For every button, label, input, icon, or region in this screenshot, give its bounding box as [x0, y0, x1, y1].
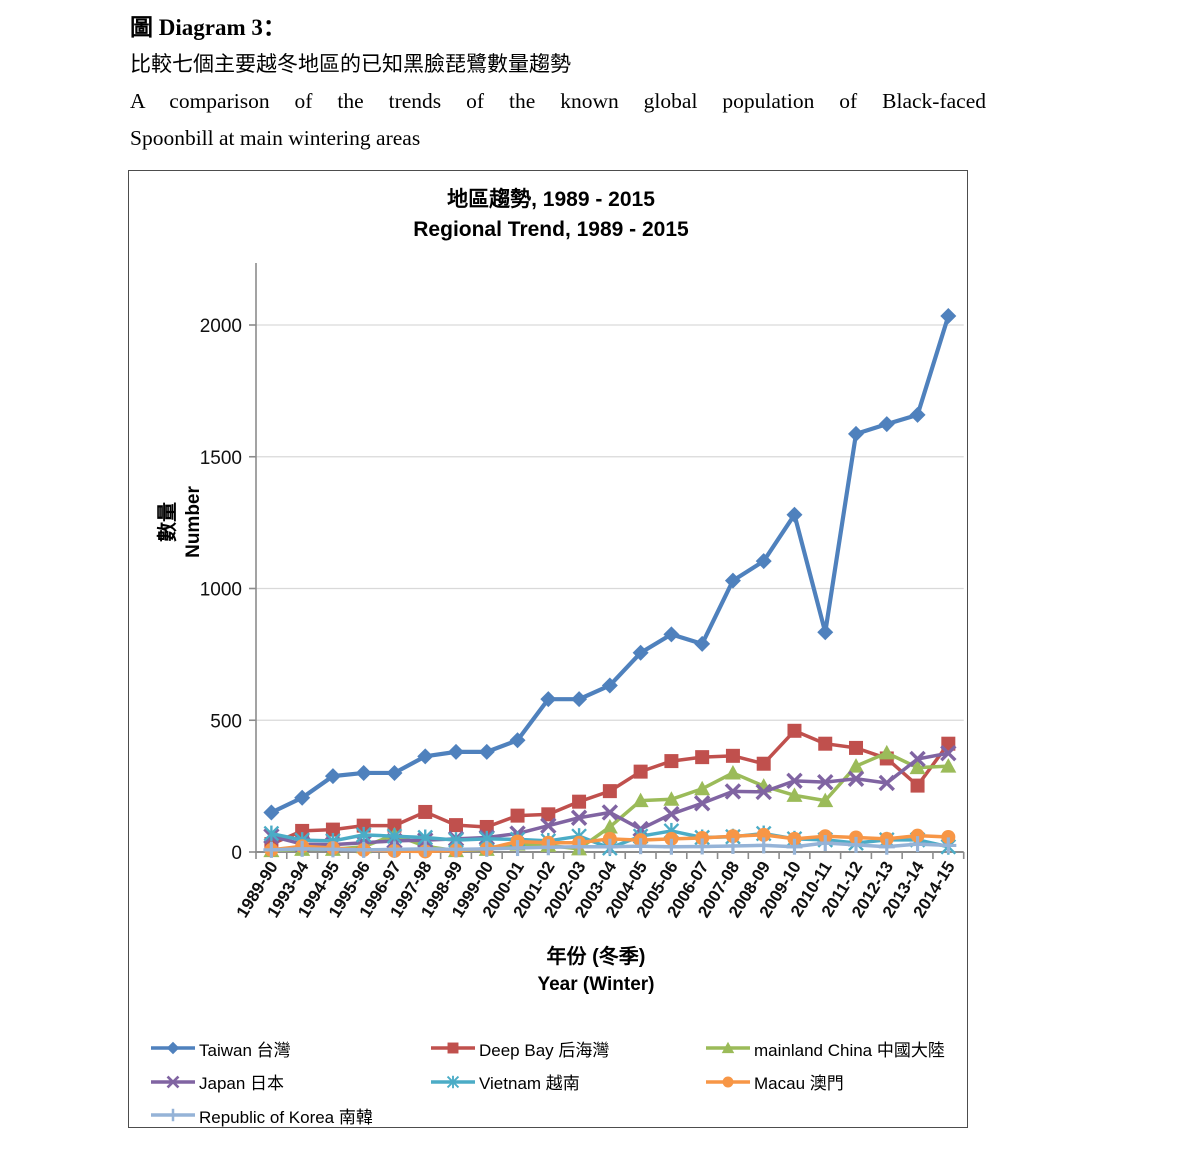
x-axis-tick-labels: 1989-901993-941994-951995-961996-971997-…	[233, 858, 959, 921]
line-chart-plot-area: 0 500 1000 1500 2000 1989-901993-941994-95199…	[200, 263, 965, 921]
y-axis-title-english: Number	[183, 486, 204, 558]
y-axis-tick-labels: 0 500 1000 1500 2000	[200, 316, 242, 864]
svg-text:1000: 1000	[200, 580, 242, 601]
chart-title-english: Regional Trend, 1989 - 2015	[413, 218, 689, 241]
svg-text:500: 500	[210, 711, 242, 732]
y-axis-title-chinese: 數量	[157, 502, 179, 542]
figure-caption-title: 圖 Diagram 3：	[130, 15, 286, 40]
x-axis-title: 年份 (冬季) Year (Winter)	[256, 943, 936, 999]
chart-title: 地區趨勢, 1989 - 2015 Regional Trend, 1989 -…	[129, 185, 973, 245]
figure-caption: 圖 Diagram 3： 比較七個主要越冬地區的已知黑臉琵鷺數量趨勢 A com…	[130, 10, 986, 157]
x-axis-title-english: Year (Winter)	[537, 974, 655, 995]
chart-title-chinese: 地區趨勢, 1989 - 2015	[447, 188, 655, 211]
figure-caption-english-line1: A comparison of the trends of the known …	[130, 89, 986, 113]
svg-text:0: 0	[231, 843, 242, 864]
x-axis-title-chinese: 年份 (冬季)	[546, 946, 646, 968]
svg-text:1500: 1500	[200, 448, 242, 469]
series-republic-of-korea	[263, 835, 957, 858]
gridlines	[256, 324, 964, 721]
figure-caption-chinese: 比較七個主要越冬地區的已知黑臉琵鷺數量趨勢	[130, 52, 571, 76]
chart-frame: 地區趨勢, 1989 - 2015 Regional Trend, 1989 -…	[128, 170, 968, 1128]
figure-caption-english-line2: Spoonbill at main wintering areas	[130, 126, 421, 150]
y-axis-title: 數量 Number	[156, 447, 208, 597]
svg-text:2000: 2000	[200, 316, 242, 337]
series-taiwan	[263, 308, 957, 821]
